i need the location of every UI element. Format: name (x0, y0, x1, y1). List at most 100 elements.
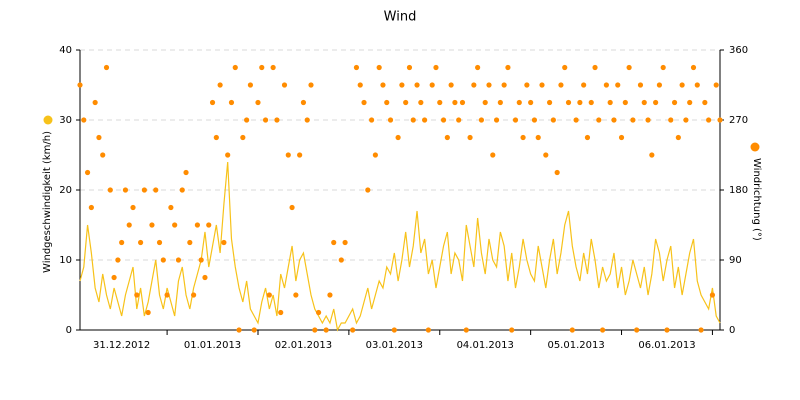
direction-point (141, 187, 147, 193)
direction-point (209, 99, 216, 106)
direction-point (520, 134, 526, 141)
direction-point (183, 169, 189, 176)
direction-point (675, 134, 681, 141)
direction-point (312, 327, 318, 333)
direction-point (323, 327, 329, 333)
direction-point (403, 99, 409, 106)
direction-point (380, 82, 386, 88)
direction-point (577, 99, 583, 106)
direction-point (342, 239, 348, 246)
direction-point (433, 64, 439, 71)
direction-point (679, 82, 685, 88)
direction-point (656, 82, 663, 88)
direction-point (406, 64, 413, 71)
direction-point (111, 274, 117, 281)
direction-point (391, 327, 397, 333)
legend-dot (43, 115, 53, 125)
direction-point (281, 82, 288, 88)
direction-point (357, 82, 363, 88)
direction-point (77, 82, 83, 88)
direction-point (694, 82, 700, 88)
direction-point (410, 117, 416, 123)
direction-point (240, 134, 246, 141)
direction-point (187, 239, 193, 246)
direction-point (331, 239, 337, 246)
direction-point (444, 134, 450, 141)
direction-point (304, 117, 310, 123)
direction-point (96, 134, 102, 141)
direction-point (315, 309, 322, 316)
direction-point (194, 222, 200, 228)
direction-point (262, 117, 269, 123)
direction-point (274, 117, 280, 123)
direction-point (660, 64, 666, 71)
direction-point (497, 99, 503, 106)
y2-axis-title: Windrichtung (°) (751, 158, 762, 241)
legend-dot (750, 142, 760, 152)
direction-point (649, 152, 655, 158)
direction-point (350, 327, 356, 333)
direction-point (395, 134, 401, 141)
direction-point (584, 134, 591, 141)
direction-point (202, 274, 208, 281)
direction-point (134, 292, 140, 298)
direction-point (278, 309, 284, 316)
direction-point (516, 99, 522, 106)
direction-point (592, 64, 598, 71)
direction-point (289, 204, 295, 211)
direction-point (232, 64, 238, 71)
direction-point (88, 204, 94, 211)
direction-point (558, 82, 564, 88)
direction-point (501, 82, 507, 88)
direction-point (524, 82, 530, 88)
y-tick-label: 30 (59, 115, 72, 126)
direction-point (573, 117, 579, 123)
direction-point (228, 99, 235, 106)
direction-point (149, 222, 155, 228)
direction-point (300, 99, 307, 106)
direction-point (308, 82, 314, 88)
direction-point (505, 64, 511, 71)
direction-point (361, 99, 367, 106)
direction-point (429, 82, 435, 88)
direction-point (213, 134, 219, 141)
direction-point (217, 82, 223, 88)
direction-point (512, 117, 519, 123)
x-tick-label: 03.01.2013 (366, 340, 423, 351)
direction-point (452, 99, 458, 106)
direction-point (702, 99, 708, 106)
y-tick-label: 20 (59, 185, 72, 196)
x-tick-label: 31.12.2012 (93, 340, 150, 351)
direction-point (259, 64, 265, 71)
direction-point (376, 64, 382, 71)
direction-point (634, 327, 640, 333)
direction-point (327, 292, 333, 298)
x-tick-label: 02.01.2013 (275, 340, 332, 351)
direction-point (172, 222, 178, 228)
direction-point (365, 187, 371, 193)
direction-point (611, 117, 617, 123)
direction-point (153, 187, 159, 193)
direction-point (717, 117, 723, 123)
direction-point (448, 82, 454, 88)
direction-point (528, 99, 534, 106)
direction-point (414, 82, 420, 88)
direction-point (338, 257, 344, 263)
direction-point (244, 117, 250, 123)
direction-point (100, 152, 106, 158)
direction-point (285, 152, 291, 158)
direction-point (84, 169, 91, 176)
y2-tick-label: 90 (729, 255, 742, 266)
direction-point (550, 117, 556, 123)
direction-point (293, 292, 299, 298)
direction-point (175, 257, 182, 263)
direction-point (225, 152, 231, 158)
direction-point (569, 327, 575, 333)
direction-point (119, 239, 125, 246)
direction-point (546, 99, 553, 106)
direction-point (471, 82, 477, 88)
chart-title: Wind (384, 10, 417, 25)
y2-tick-label: 0 (729, 325, 735, 336)
direction-point (399, 82, 405, 88)
direction-point (645, 117, 651, 123)
